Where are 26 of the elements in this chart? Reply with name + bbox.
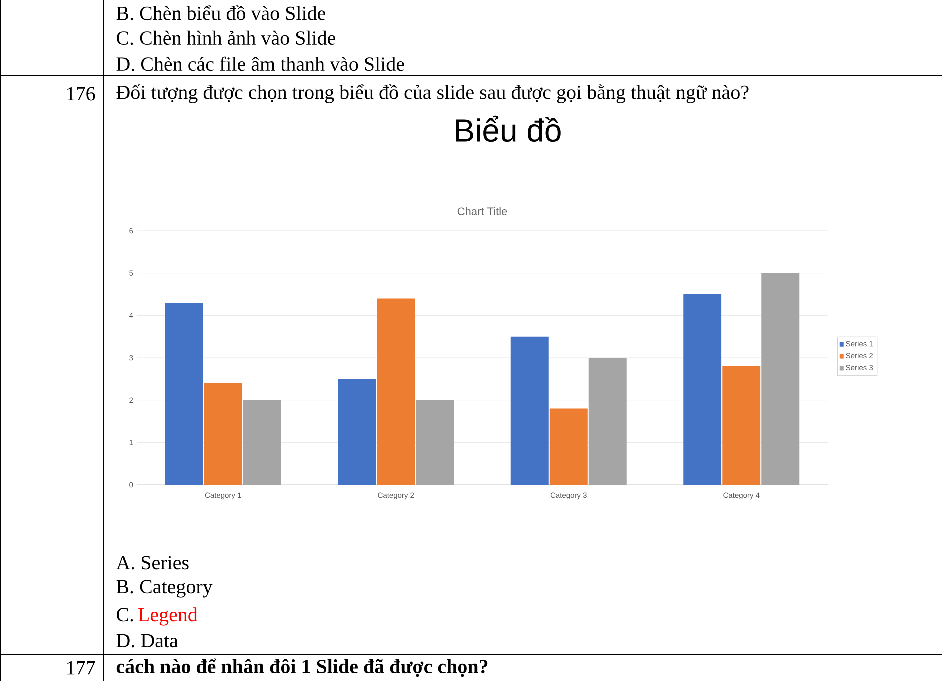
text: C. Chèn hình ảnh vào Slide [117, 30, 336, 46]
bar [377, 298, 416, 486]
text: B. Category [116, 580, 213, 598]
bar [722, 366, 761, 486]
text: Đối tượng được chọn trong biểu đồ của slide sau được gọi bằng thuật ngữ nào? [116, 84, 749, 104]
bar [510, 336, 549, 486]
bar [550, 408, 588, 486]
bar [338, 379, 376, 486]
text: Biểu đồ [456, 116, 561, 142]
bar [165, 302, 204, 486]
chart-title: Chart Title [458, 207, 508, 216]
text: A. Series [116, 556, 189, 570]
text: C. [117, 608, 134, 622]
bar [204, 383, 242, 486]
text: B. Chèn biểu đồ vào Slide [116, 6, 326, 20]
bar [762, 273, 800, 486]
text: Legend [138, 608, 198, 626]
bar [243, 400, 282, 486]
text: cách nào để nhân đôi 1 Slide đã được chọn? [116, 658, 488, 678]
text: 176 [68, 87, 96, 101]
bar [416, 400, 454, 486]
bar [588, 358, 627, 486]
text: D. Chèn các file âm thanh vào Slide [116, 56, 404, 72]
text: D. Data [116, 634, 178, 648]
bar [684, 294, 722, 486]
text: 177 [68, 661, 96, 675]
